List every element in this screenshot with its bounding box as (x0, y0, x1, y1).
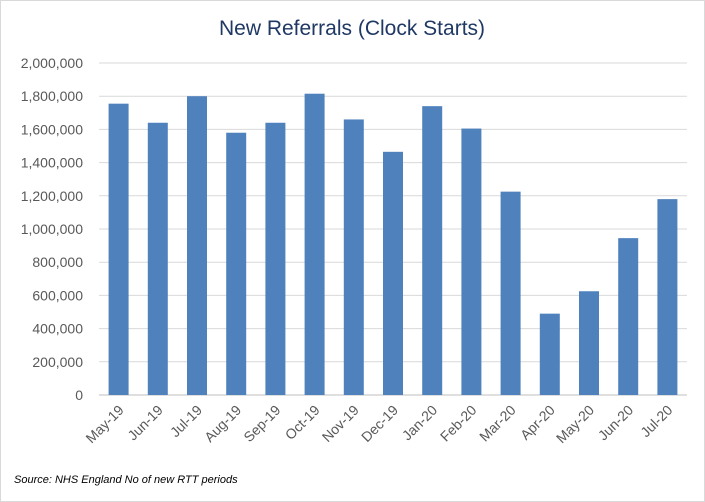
bar-apr-20 (539, 313, 560, 395)
bar-jun-20 (618, 238, 639, 395)
x-tick-label: Jul-19 (167, 402, 205, 440)
x-tick-label: Sep-19 (240, 402, 283, 445)
y-tick-label: 1,600,000 (21, 121, 83, 137)
x-tick-label: Jun-20 (595, 402, 637, 444)
bar-may-20 (579, 291, 599, 395)
x-tick-label: May-20 (553, 402, 597, 446)
bars (108, 93, 678, 396)
y-tick-label: 1,400,000 (21, 155, 83, 171)
y-tick-label: 0 (75, 387, 83, 403)
bar-jul-19 (187, 96, 207, 395)
x-tick-label: Mar-20 (476, 402, 519, 445)
x-tick-label: Jul-20 (637, 402, 675, 440)
y-tick-label: 1,000,000 (21, 221, 83, 237)
y-tick-label: 800,000 (32, 254, 83, 270)
bar-jun-19 (147, 122, 168, 395)
chart-title: New Referrals (Clock Starts) (219, 17, 485, 40)
x-tick-label: May-19 (82, 402, 126, 446)
y-tick-label: 1,200,000 (21, 188, 83, 204)
x-tick-label: Aug-19 (201, 402, 244, 445)
y-axis: 0 200,000 400,000 600,000 800,000 1,000,000 1,… (21, 55, 84, 403)
bar-feb-20 (461, 128, 482, 395)
x-tick-label: Apr-20 (517, 402, 558, 443)
x-tick-label: Jun-19 (124, 402, 166, 444)
bar-jan-20 (422, 106, 443, 395)
y-tick-label: 2,000,000 (21, 55, 83, 71)
bar-aug-19 (226, 132, 247, 395)
source-note: Source: NHS England No of new RTT period… (14, 474, 238, 486)
x-tick-label: Dec-19 (358, 402, 401, 445)
bar-jul-20 (657, 199, 678, 395)
bar-mar-20 (500, 191, 521, 395)
x-tick-label: Feb-20 (437, 402, 480, 445)
bar-dec-19 (383, 151, 403, 395)
y-tick-label: 400,000 (32, 321, 83, 337)
y-tick-label: 200,000 (32, 354, 83, 370)
bar-sep-19 (265, 122, 286, 395)
x-tick-label: Jan-20 (399, 402, 441, 444)
bar-nov-19 (343, 119, 364, 395)
bar-may-19 (108, 103, 129, 396)
x-tick-label: Oct-19 (282, 402, 323, 443)
y-tick-label: 1,800,000 (21, 88, 83, 104)
y-tick-label: 600,000 (32, 287, 83, 303)
bar-oct-19 (304, 93, 325, 396)
x-tick-label: Nov-19 (319, 402, 362, 445)
